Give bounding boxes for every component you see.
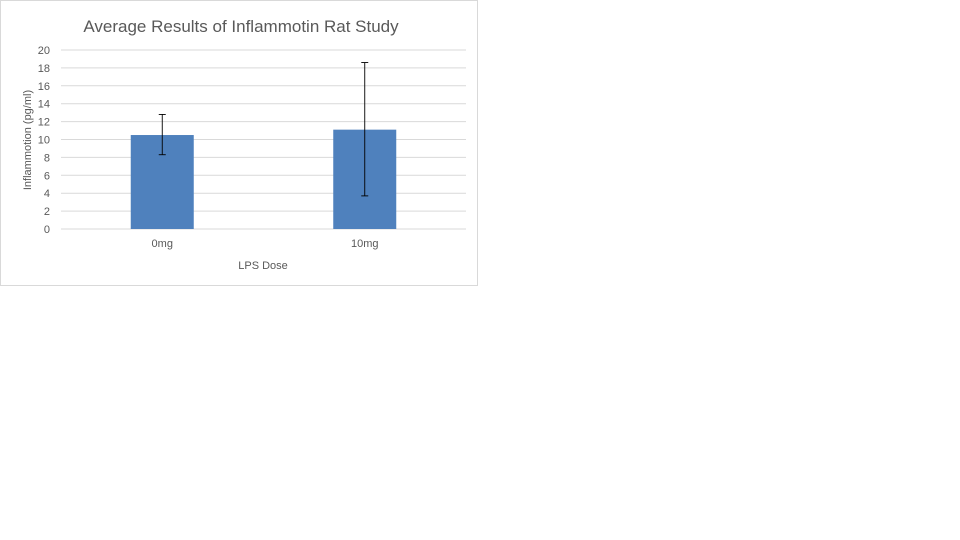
y-tick-label: 4 bbox=[44, 188, 50, 200]
y-tick-label: 12 bbox=[38, 117, 50, 129]
y-tick-label: 2 bbox=[44, 206, 50, 218]
y-tick-label: 18 bbox=[38, 63, 50, 75]
x-axis-label: LPS Dose bbox=[238, 260, 288, 272]
chart-container: Average Results of Inflammotin Rat Study… bbox=[0, 0, 478, 286]
y-tick-label: 14 bbox=[38, 99, 50, 111]
y-axis-ticks: 0 2 4 6 8 10 12 14 16 18 20 bbox=[38, 45, 50, 236]
y-tick-label: 6 bbox=[44, 170, 50, 182]
y-tick-label: 20 bbox=[38, 45, 50, 57]
x-axis-ticks: 0mg 10mg bbox=[152, 238, 379, 250]
y-tick-label: 8 bbox=[44, 152, 50, 164]
x-tick-label: 10mg bbox=[351, 238, 379, 250]
y-tick-label: 16 bbox=[38, 81, 50, 93]
gridlines bbox=[61, 49, 466, 230]
chart-title: Average Results of Inflammotin Rat Study bbox=[83, 17, 399, 36]
x-tick-label: 0mg bbox=[152, 238, 173, 250]
bars bbox=[130, 62, 397, 229]
y-tick-label: 10 bbox=[38, 135, 50, 147]
y-tick-label: 0 bbox=[44, 224, 50, 236]
bar-chart: Average Results of Inflammotin Rat Study… bbox=[22, 17, 466, 272]
y-axis-label: Inflammotion (pg/ml) bbox=[22, 90, 34, 190]
